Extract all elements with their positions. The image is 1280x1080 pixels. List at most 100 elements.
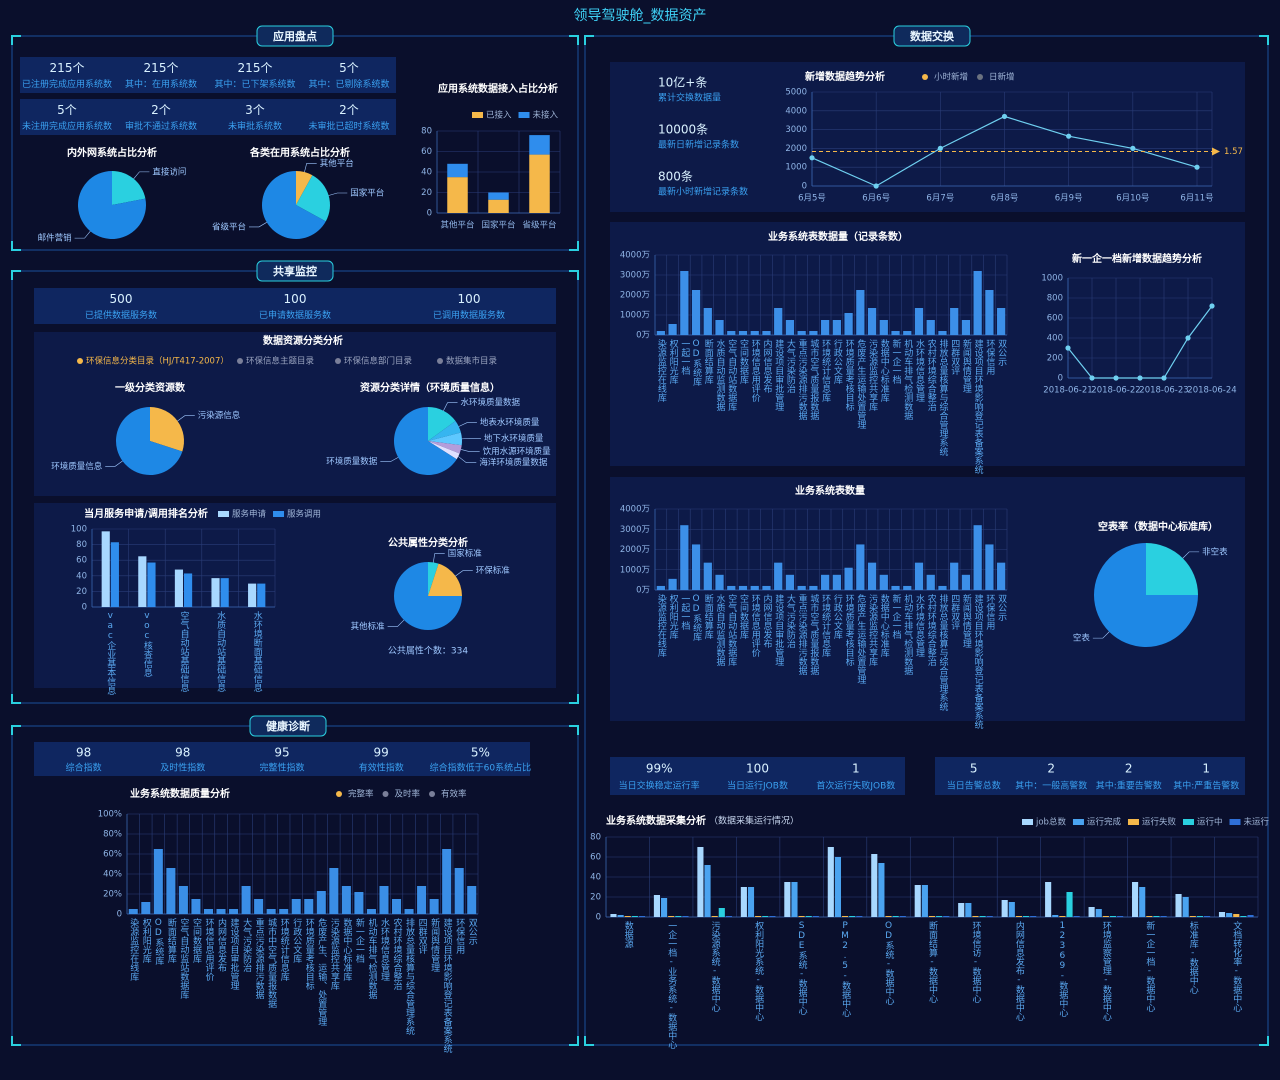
bar (747, 887, 755, 917)
bar (715, 320, 724, 335)
bar (965, 903, 972, 917)
panel-corner (569, 241, 579, 251)
bar (266, 909, 276, 914)
stat-label: 其中：在用系统数 (125, 78, 197, 90)
bar (488, 192, 509, 200)
pie-slice (1094, 543, 1198, 647)
label-line (1092, 631, 1110, 639)
bar (805, 916, 812, 917)
bar (1052, 915, 1059, 917)
stat-label: 最新日新增记录条数 (658, 139, 739, 151)
bar (488, 199, 509, 213)
line-point (1113, 375, 1119, 381)
bar (680, 271, 689, 335)
panel-corner (11, 241, 21, 251)
x-tick-label: 机动车排气检测数据 (902, 593, 913, 676)
line-point (809, 155, 815, 161)
x-tick-label: 四群双评 (949, 594, 960, 631)
x-tick-label: 城市空气质量报数据 (808, 339, 819, 421)
bar (798, 916, 805, 917)
x-tick-label: 权利阳光库 (668, 593, 679, 640)
bar (668, 916, 675, 917)
y-tick-label: 2000万 (620, 545, 650, 555)
line-point (1066, 133, 1072, 139)
stat-value: 5个 (339, 61, 359, 75)
pie-label: 直接访问 (152, 166, 186, 177)
x-tick-label: 建设项目环境影响登记表备案系统 (973, 593, 984, 730)
legend-swatch (518, 112, 530, 118)
bar (166, 868, 176, 914)
bar (656, 585, 665, 590)
x-tick-label: 建设项目环境影响登记表备案系统 (973, 338, 984, 475)
stat-value: 100 (284, 292, 307, 306)
bar (682, 916, 689, 917)
bar (867, 562, 877, 590)
label-line (443, 402, 458, 411)
stat-label: 已调用数据服务数 (433, 309, 505, 321)
x-tick-label: OD系统库 (691, 594, 702, 642)
x-tick-label: 污染源监控共享库 (867, 593, 878, 667)
x-tick-label: 四群双评 (417, 918, 428, 955)
bar (216, 909, 226, 914)
stat-label: 综合指数低于60系统占比 (430, 761, 531, 773)
x-tick-label: 数据源 (623, 920, 634, 949)
bar (1066, 892, 1073, 917)
bar (703, 562, 712, 590)
bar (738, 585, 748, 590)
x-tick-label: 文档转化率-数据中心 (1231, 920, 1242, 1012)
x-tick-label: vac企业基本信息 (105, 611, 116, 695)
stat-value: 3个 (245, 103, 265, 117)
legend-label: 完整率 (348, 789, 374, 800)
x-tick-label: 染源监控在线库 (656, 338, 667, 403)
legend-swatch (1022, 819, 1033, 825)
page-title: 领导驾驶舱_数据资产 (574, 8, 707, 24)
chart-title: 新增数据趋势分析 (805, 70, 885, 83)
pie-slice (112, 171, 146, 205)
tab: 环保信息主题目录 (246, 356, 315, 367)
stat-box (20, 57, 396, 93)
x-tick-label: 农村环境综合整治 (392, 917, 403, 991)
section-badge (256, 260, 334, 282)
bar (1160, 916, 1167, 917)
panel-corner (584, 35, 594, 45)
x-tick-label: 数据中心标准库 (341, 917, 352, 982)
bar (1059, 916, 1066, 917)
x-tick-label: SDE系统-数据中心 (797, 921, 808, 1015)
line-point (1001, 113, 1008, 120)
x-tick-label: 危废产生运输处置管理 (855, 593, 866, 684)
x-tick-label: 一起一档 (679, 594, 690, 631)
bar (341, 886, 351, 914)
x-tick-label: 污染源监控共享库 (867, 338, 878, 412)
pie-label: 省级平台 (212, 221, 246, 232)
section-badge (256, 25, 334, 47)
label-line (105, 460, 123, 467)
bar (1226, 913, 1233, 917)
x-tick-label: 农村环境综合整治 (926, 593, 937, 667)
sub-panel (34, 503, 556, 688)
line-point (873, 183, 879, 189)
stat-label: 累计交换数据量 (658, 92, 721, 104)
bar (832, 574, 841, 590)
chart-title: 资源分类详情（环境质量信息） (360, 381, 500, 394)
pie-label: 饮用水源环境质量 (483, 446, 552, 457)
x-tick-label: 环境质量考核目标 (304, 918, 315, 991)
bar (1132, 882, 1139, 917)
line-point (1161, 375, 1167, 381)
bar (447, 177, 468, 213)
y-tick-label: 0 (802, 182, 807, 192)
chart-title: 业务系统表数量 (795, 484, 865, 497)
bar (950, 308, 959, 335)
legend-swatch (1127, 819, 1139, 825)
x-tick-label: 染源监控在线库 (128, 917, 139, 982)
x-tick-label: 建设项目审批管理 (229, 917, 240, 990)
x-tick-label: 危废产生运输处置管理 (855, 338, 866, 429)
bar (762, 916, 769, 917)
bar (1189, 916, 1196, 917)
x-tick-label: 断面结算-数据中心 (927, 920, 938, 1003)
bar (938, 585, 947, 590)
stat-label: 其中：已下架系统数 (214, 78, 295, 90)
line-point (1130, 145, 1136, 151)
bar (961, 574, 971, 590)
x-tick-label: OD系统-数据中心 (884, 921, 895, 1005)
x-tick-label: 危废产生、运输、处置管理 (316, 917, 327, 1026)
